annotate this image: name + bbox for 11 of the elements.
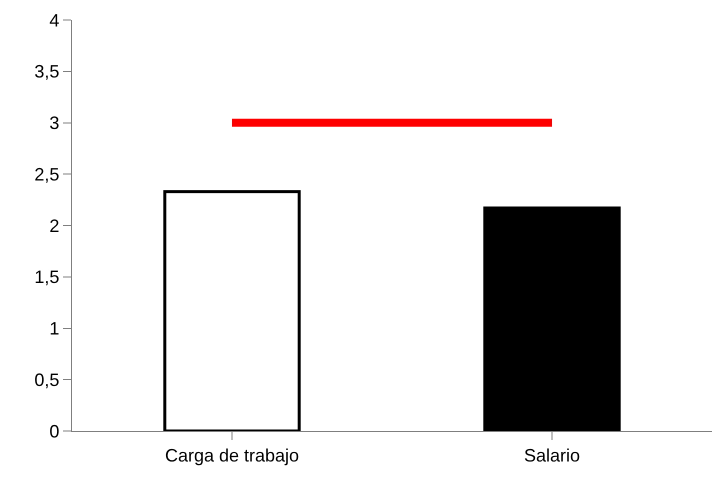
y-tick-label: 0,5	[34, 370, 60, 390]
y-tick-label: 4	[49, 10, 60, 30]
y-tick-label: 0	[49, 421, 60, 442]
y-tick-label: 3	[49, 113, 60, 134]
x-tick-label: Salario	[524, 446, 580, 466]
y-tick-label: 1	[49, 318, 60, 339]
x-tick-label: Carga de trabajo	[164, 446, 300, 466]
y-tick-label: 3,5	[34, 62, 60, 82]
y-tick-label: 2	[49, 216, 60, 236]
y-tick-label: 2,5	[34, 164, 60, 184]
y-tick-label: 1,5	[34, 267, 60, 288]
